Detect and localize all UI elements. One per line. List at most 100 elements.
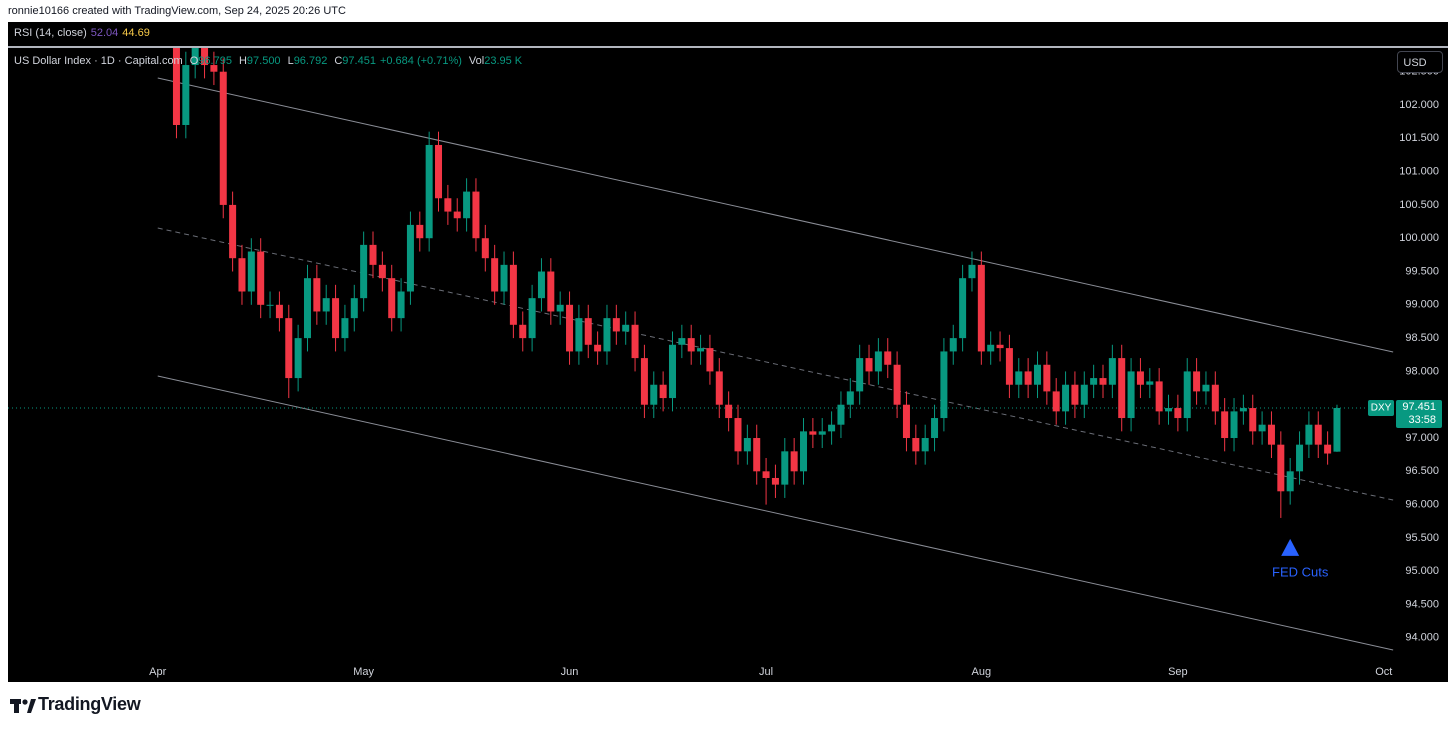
candle-body [996,344,1004,349]
candle-body [612,318,620,332]
candle-body [1305,424,1313,445]
trend-line [157,77,1394,353]
candle-body [884,351,892,365]
x-tick-label: Aug [972,666,992,678]
candle-body [1183,371,1191,419]
candle-body [406,224,414,292]
y-tick-label: 97.000 [1405,432,1439,444]
candle-body [341,318,349,339]
candle-body [285,318,293,379]
candle-body [949,338,957,352]
candle-body [1136,371,1144,385]
ohlc-value: 97.451 [342,55,376,67]
candle-body [800,431,808,472]
candle-body [687,338,695,352]
y-tick-label: 99.500 [1405,265,1439,277]
candle-body [1062,384,1070,412]
candle-body [931,418,939,439]
candle-body [1146,381,1154,385]
candle-body [1015,371,1023,385]
candle-body [1127,371,1135,419]
candle-body [1080,384,1088,405]
candle-body [902,404,910,439]
candle-body [247,251,255,292]
y-tick-label: 94.500 [1405,598,1439,610]
candle-body [1174,408,1182,419]
candle-body [706,348,714,372]
candle-body [968,264,976,279]
candle-body [912,438,920,452]
candle-body [790,451,798,472]
candle-body [566,304,574,352]
volume-label: Vol [468,55,485,67]
candle-body [856,358,864,392]
annotation-text: FED Cuts [1272,564,1329,579]
y-tick-label: 101.000 [1399,166,1439,178]
candle-body [987,344,995,352]
volume-value: 23.95 K [484,55,523,67]
candle-body [425,144,433,239]
candle-body [191,48,199,66]
candle-body [350,298,358,319]
candle-body [453,211,461,219]
ohlc-label: O [189,55,199,67]
y-tick-label: 100.000 [1399,232,1439,244]
ohlc-value: 96.792 [293,55,328,67]
candle-body [1193,371,1201,392]
candle-body [771,477,779,485]
logo-icon [10,699,36,713]
candle-body [519,324,527,339]
y-tick-label: 94.000 [1405,632,1439,644]
candle-body [537,271,545,299]
symbol-legend: US Dollar Index · 1D · Capital.com O 96.7… [14,55,522,67]
x-tick-label: Jun [561,666,579,678]
candle-body [397,291,405,319]
plot-area: FED Cuts [8,48,1395,651]
x-tick-label: Oct [1375,666,1392,678]
candle-body [472,191,480,239]
candle-body [1277,444,1285,492]
candle-body [1108,358,1116,385]
candle-body [1202,384,1210,392]
candle-body [201,48,209,66]
currency-button[interactable]: USD [1397,51,1443,73]
candle-body [172,48,180,125]
ohlc-value: 96.795 [198,55,232,67]
candle-body [547,271,555,312]
x-tick-label: Apr [149,666,166,678]
candle-body [444,198,452,212]
candle-body [631,324,639,359]
candle-body [1267,424,1275,445]
candle-body [1230,411,1238,439]
candle-body [1099,378,1107,385]
change-value: +0.684 (+0.71%) [379,55,462,67]
candle-body [743,438,751,452]
y-tick-label: 96.000 [1405,499,1439,511]
rsi-value: 52.04 [90,27,119,39]
candle-body [940,351,948,419]
candle-body [1286,471,1294,492]
trend-line [157,375,1394,651]
footer-logo[interactable]: TradingView [38,694,141,714]
candle-body [697,348,705,352]
candle-body [1024,371,1032,385]
candle-body [388,278,396,319]
candle-body [369,244,377,265]
candle-body [275,304,283,319]
candle-body [640,358,648,405]
candle-body [509,264,517,325]
candle-body [1211,384,1219,412]
candle-body [556,304,564,312]
y-tick-label: 95.000 [1405,565,1439,577]
annotation-arrow [1281,538,1300,556]
candle-body [762,471,770,478]
candle-body [491,258,499,292]
axes: 94.000 94.500 95.000 95.500 96.000 96.500 97.0… [149,66,1442,678]
candle-body [874,351,882,372]
rsi-legend: RSI (14, close) 52.04 44.69 [14,27,150,39]
candle-body [1118,358,1126,419]
candle-body [1071,384,1079,405]
candle-body [865,358,873,372]
